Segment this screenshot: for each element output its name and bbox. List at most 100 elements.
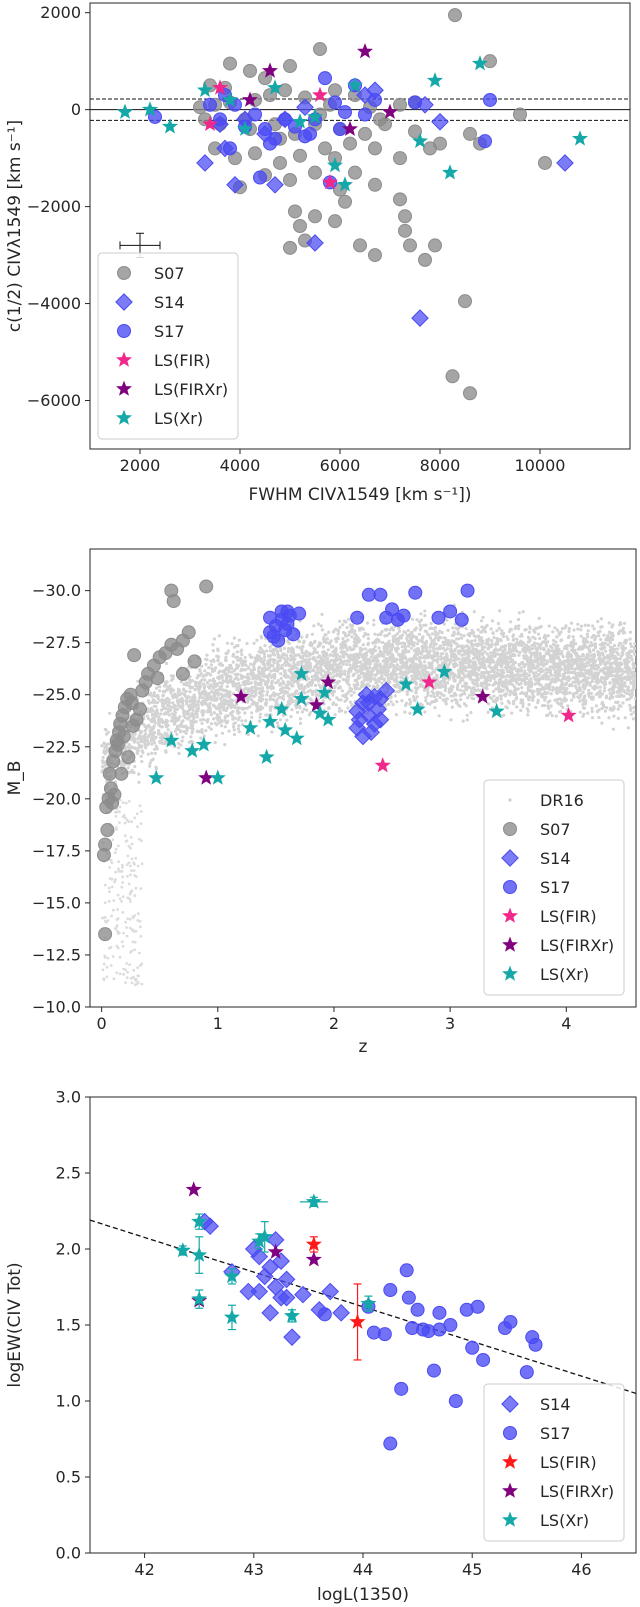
dr16-point (242, 675, 246, 679)
dr16-point (513, 685, 517, 689)
dr16-point (326, 648, 330, 652)
dr16-point (377, 646, 381, 650)
dr16-point (512, 644, 516, 648)
dr16-point (275, 662, 279, 666)
dr16-point (615, 681, 619, 685)
dr16-point (519, 698, 523, 702)
dr16-point (577, 688, 582, 693)
dr16-point (326, 659, 330, 664)
dr16-point (416, 664, 420, 668)
dr16-point (224, 708, 228, 713)
dr16-point (491, 658, 495, 663)
dr16-point (214, 666, 218, 670)
dr16-point (481, 653, 485, 657)
dr16-point (282, 646, 287, 651)
dr16-point (376, 686, 380, 690)
dr16-point (429, 636, 433, 640)
legend-label: LS(Xr) (154, 409, 203, 428)
dr16-point (534, 705, 538, 710)
data-point (303, 126, 317, 141)
dr16-point (338, 662, 342, 666)
dr16-point (628, 703, 632, 707)
dr16-point (483, 650, 487, 654)
dr16-point (147, 741, 151, 746)
dr16-point (193, 695, 197, 699)
dr16-point (378, 663, 382, 667)
dr16-point (320, 685, 325, 689)
x-tick-label: 4000 (220, 456, 261, 475)
dr16-point (536, 664, 540, 669)
dr16-point (155, 708, 159, 712)
dr16-point (368, 666, 372, 670)
data-point (368, 248, 382, 263)
dr16-point (215, 654, 219, 658)
dr16-point (310, 632, 314, 636)
dr16-point (416, 686, 420, 690)
dr16-point (164, 681, 168, 685)
dr16-point (100, 744, 104, 748)
dr16-point (536, 698, 540, 703)
dr16-point (426, 693, 430, 697)
dr16-point (137, 780, 141, 785)
dr16-point (405, 649, 410, 653)
dr16-point (572, 694, 576, 698)
dr16-point (420, 703, 424, 707)
data-point (445, 369, 460, 384)
dr16-point (404, 703, 408, 708)
dr16-point (300, 635, 304, 639)
dr16-point (488, 678, 493, 683)
dr16-point (108, 711, 112, 715)
dr16-point (529, 655, 533, 659)
dr16-point (585, 664, 589, 668)
dr16-point (249, 668, 253, 673)
dr16-point (417, 632, 421, 636)
dr16-point (228, 693, 232, 698)
dr16-point (442, 656, 446, 661)
dr16-point (399, 669, 403, 673)
dr16-point (488, 695, 492, 699)
dr16-point (522, 648, 526, 652)
dr16-point (156, 697, 160, 701)
dr16-point (574, 674, 579, 678)
dr16-point (596, 681, 600, 685)
dr16-point (206, 681, 210, 685)
dr16-point (632, 710, 636, 714)
dr16-point (483, 665, 487, 669)
dr16-point (501, 634, 505, 639)
dr16-point (542, 648, 546, 652)
data-point (538, 155, 552, 170)
dr16-point (224, 655, 228, 660)
dr16-point (221, 679, 225, 683)
dr16-point (612, 705, 616, 709)
dr16-point (464, 660, 468, 664)
dr16-point (268, 684, 273, 689)
dr16-point (532, 674, 537, 678)
data-point (348, 165, 362, 180)
dr16-point (140, 760, 144, 764)
dr16-point (253, 680, 257, 684)
dr16-point (227, 668, 231, 672)
dr16-point (432, 655, 436, 659)
dr16-point (599, 637, 603, 642)
dr16-point (500, 663, 504, 668)
dr16-point (230, 666, 234, 671)
dr16-point (320, 628, 325, 632)
dr16-point (163, 698, 167, 702)
dr16-point (571, 662, 575, 667)
dr16-point (400, 645, 404, 649)
dr16-point (358, 675, 362, 679)
dr16-point (487, 670, 491, 674)
dr16-point (426, 632, 430, 636)
dr16-point (497, 690, 501, 694)
dr16-point (132, 771, 136, 775)
dr16-point (497, 685, 501, 689)
dr16-point (467, 657, 471, 662)
dr16-point (412, 635, 416, 639)
dr16-point (590, 716, 595, 720)
dr16-point (460, 692, 464, 697)
dr16-point (220, 676, 224, 680)
dr16-point (209, 663, 213, 667)
dr16-point (507, 680, 511, 684)
dr16-point (551, 685, 555, 689)
data-point (347, 77, 363, 93)
